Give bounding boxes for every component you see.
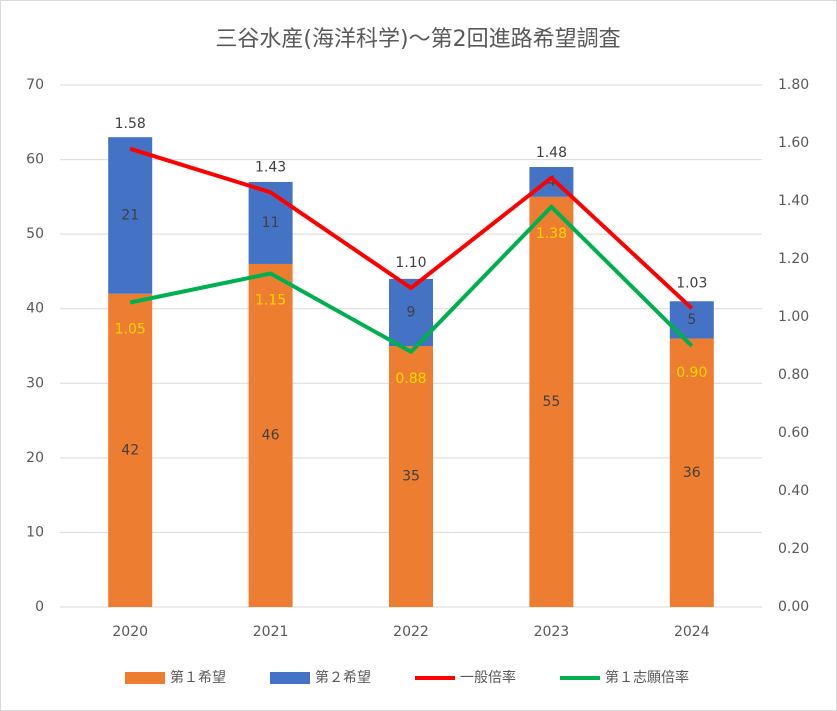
y2-tick-label: 1.20 bbox=[778, 251, 809, 267]
y-tick-label: 0 bbox=[35, 599, 44, 615]
x-tick-label: 2020 bbox=[112, 624, 148, 640]
x-tick-label: 2024 bbox=[674, 624, 710, 640]
bar-value-label: 35 bbox=[402, 469, 420, 485]
bar-value-label: 55 bbox=[542, 394, 560, 410]
bar bbox=[248, 181, 293, 264]
legend-label: 第１希望 bbox=[170, 669, 226, 686]
bar bbox=[108, 137, 153, 294]
y2-tick-label: 0.20 bbox=[778, 541, 809, 557]
line-value-label: 1.38 bbox=[536, 226, 567, 242]
y2-tick-label: 0.40 bbox=[778, 483, 809, 499]
y-tick-label: 40 bbox=[26, 301, 44, 317]
bar-value-label: 9 bbox=[407, 304, 416, 320]
x-tick-label: 2022 bbox=[393, 624, 429, 640]
y-tick-label: 20 bbox=[26, 450, 44, 466]
bar-value-label: 4 bbox=[547, 174, 556, 190]
legend-label: 一般倍率 bbox=[460, 669, 516, 686]
bar-value-label: 36 bbox=[683, 465, 701, 481]
y2-tick-label: 1.40 bbox=[778, 193, 809, 209]
y-tick-label: 60 bbox=[26, 152, 44, 168]
y-tick-label: 50 bbox=[26, 226, 44, 242]
bar bbox=[108, 293, 153, 607]
line-value-label: 1.48 bbox=[536, 145, 567, 161]
y2-tick-label: 0.00 bbox=[778, 599, 809, 615]
line-value-label: 1.03 bbox=[676, 275, 707, 291]
legend-label: 第１志願倍率 bbox=[605, 669, 689, 686]
legend-swatch bbox=[270, 672, 310, 684]
x-tick-label: 2023 bbox=[534, 624, 570, 640]
legend-label: 第２希望 bbox=[315, 669, 371, 686]
line-value-label: 0.90 bbox=[676, 365, 707, 381]
y-tick-label: 10 bbox=[26, 524, 44, 540]
legend-swatch bbox=[125, 672, 165, 684]
line-value-label: 1.43 bbox=[255, 159, 286, 175]
line-value-label: 1.05 bbox=[115, 322, 146, 338]
line-value-label: 1.10 bbox=[395, 255, 426, 271]
y-tick-label: 30 bbox=[26, 375, 44, 391]
bar-value-label: 21 bbox=[121, 208, 139, 224]
bar bbox=[669, 338, 714, 607]
bar-value-label: 11 bbox=[262, 215, 280, 231]
line bbox=[129, 146, 694, 310]
line-value-label: 0.88 bbox=[395, 371, 426, 387]
bar-value-label: 46 bbox=[262, 427, 280, 443]
y2-tick-label: 1.80 bbox=[778, 77, 809, 93]
bar bbox=[529, 196, 574, 607]
bar bbox=[389, 346, 433, 607]
x-tick-label: 2021 bbox=[253, 624, 289, 640]
y2-tick-label: 1.00 bbox=[778, 309, 809, 325]
y-tick-label: 70 bbox=[26, 77, 44, 93]
y2-tick-label: 1.60 bbox=[778, 135, 809, 151]
line-value-label: 1.15 bbox=[255, 293, 286, 309]
line-value-label: 1.58 bbox=[115, 116, 146, 132]
bar-value-label: 5 bbox=[687, 312, 696, 328]
bar bbox=[248, 263, 293, 607]
y2-tick-label: 0.60 bbox=[778, 425, 809, 441]
bar-value-label: 42 bbox=[121, 442, 139, 458]
y2-tick-label: 0.80 bbox=[778, 367, 809, 383]
line bbox=[129, 204, 694, 354]
chart-title: 三谷水産(海洋科学)～第2回進路希望調査 bbox=[215, 27, 620, 52]
